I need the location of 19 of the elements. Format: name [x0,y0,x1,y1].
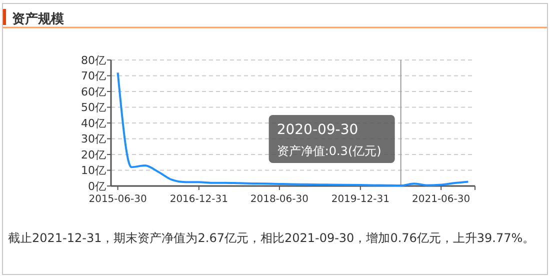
y-tick-label: 30亿 [81,132,106,146]
y-tick-label: 40亿 [81,116,106,130]
chart-title: 资产规模 [12,11,64,27]
x-tick-label: 2018-06-30 [250,194,308,205]
text: 截止2021-12-31，期末资产净值为2.67亿元，相比2021-09-30，增加0.76亿元，上升39.77%。 [8,230,536,247]
annotation: 资产净值:0.3(亿元) [276,144,382,158]
x-tick-label: 2019-12-31 [331,194,390,205]
y-tick-label: 60亿 [81,85,106,98]
y-tick-label: 0亿 [88,180,106,193]
x-tick-label: 2021-06-30 [412,194,470,205]
y-tick-label: 10亿 [81,164,106,178]
annotation: 2020-09-30 [276,122,358,138]
y-tick-label: 50亿 [81,101,106,114]
line-series [116,72,470,187]
y-tick-label: 70亿 [81,70,106,83]
x-tick-label: 2016-12-31 [170,194,228,205]
y-tick-label: 80亿 [81,54,106,67]
x-tick-label: 2015-06-30 [88,194,147,205]
y-tick-label: 20亿 [81,148,106,162]
